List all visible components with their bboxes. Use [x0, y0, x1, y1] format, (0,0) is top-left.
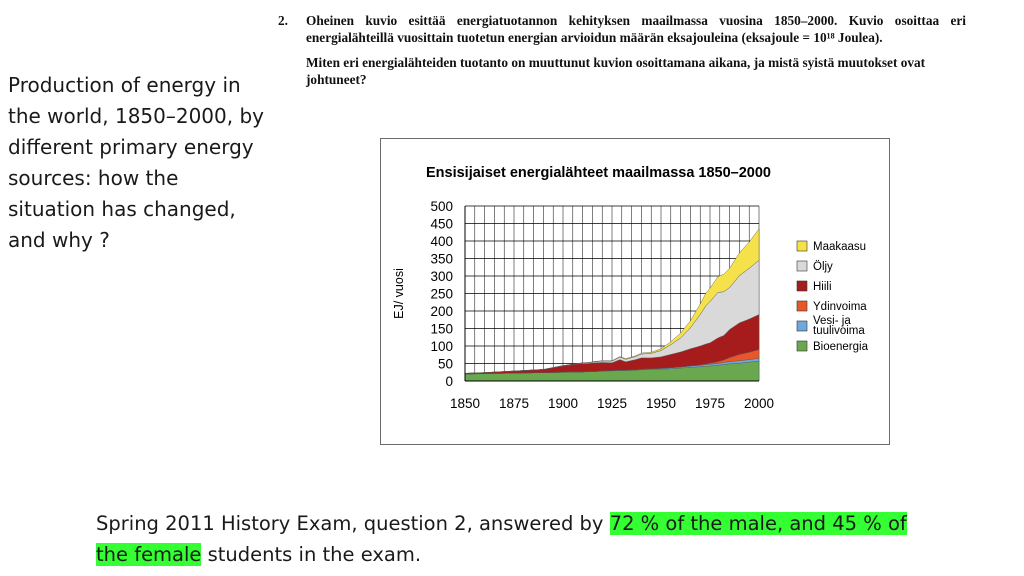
- legend-swatch: [796, 240, 808, 252]
- footer-note: Spring 2011 History Exam, question 2, an…: [96, 508, 936, 570]
- series-area-maakaasu: [464, 228, 760, 374]
- legend-label: Ydinvoima: [813, 301, 867, 313]
- y-tick-label: 150: [430, 322, 453, 337]
- legend-label: tuulivoima: [813, 325, 865, 337]
- x-tick-label: 1900: [548, 396, 578, 411]
- legend-label: Bioenergia: [813, 341, 869, 353]
- y-axis-label: EJ/ vuosi: [392, 268, 406, 319]
- y-tick-label: 500: [430, 199, 453, 214]
- legend-swatch: [796, 320, 808, 332]
- y-tick-label: 400: [430, 234, 453, 249]
- y-tick-label: 450: [430, 217, 453, 232]
- legend-swatch: [796, 260, 808, 272]
- question-prompt: Miten eri energialähteiden tuotanto on m…: [306, 55, 926, 87]
- y-tick-label: 250: [430, 287, 453, 302]
- x-tick-label: 1925: [597, 396, 627, 411]
- chart-svg: Ensisijaiset energialähteet maailmassa 1…: [392, 165, 869, 411]
- legend-swatch: [796, 300, 808, 312]
- chart-title: Ensisijaiset energialähteet maailmassa 1…: [426, 165, 771, 181]
- y-tick-label: 200: [430, 304, 453, 319]
- legend-label: Hiili: [813, 281, 832, 293]
- y-tick-label: 300: [430, 269, 453, 284]
- legend-swatch: [796, 280, 808, 292]
- y-tick-label: 50: [438, 357, 453, 372]
- x-tick-label: 1875: [499, 396, 529, 411]
- legend-swatch: [796, 340, 808, 352]
- footer-text-after: students in the exam.: [201, 543, 422, 566]
- x-tick-label: 1950: [646, 396, 676, 411]
- legend-label: Öljy: [813, 261, 833, 273]
- y-tick-label: 100: [430, 339, 453, 354]
- footer-text-before: Spring 2011 History Exam, question 2, an…: [96, 512, 610, 535]
- y-tick-label: 350: [430, 252, 453, 267]
- side-caption: Production of energy in the world, 1850–…: [8, 73, 265, 252]
- y-tick-label: 0: [445, 374, 453, 389]
- x-tick-label: 1850: [450, 396, 480, 411]
- question-intro: Oheinen kuvio esittää energiatuotannon k…: [306, 13, 966, 45]
- energy-chart: Ensisijaiset energialähteet maailmassa 1…: [380, 138, 890, 445]
- x-tick-label: 1975: [695, 396, 725, 411]
- legend-label: Vesi- ja: [813, 315, 851, 327]
- legend-label: Maakaasu: [813, 241, 866, 253]
- question-number: 2.: [278, 13, 288, 28]
- x-tick-label: 2000: [744, 396, 774, 411]
